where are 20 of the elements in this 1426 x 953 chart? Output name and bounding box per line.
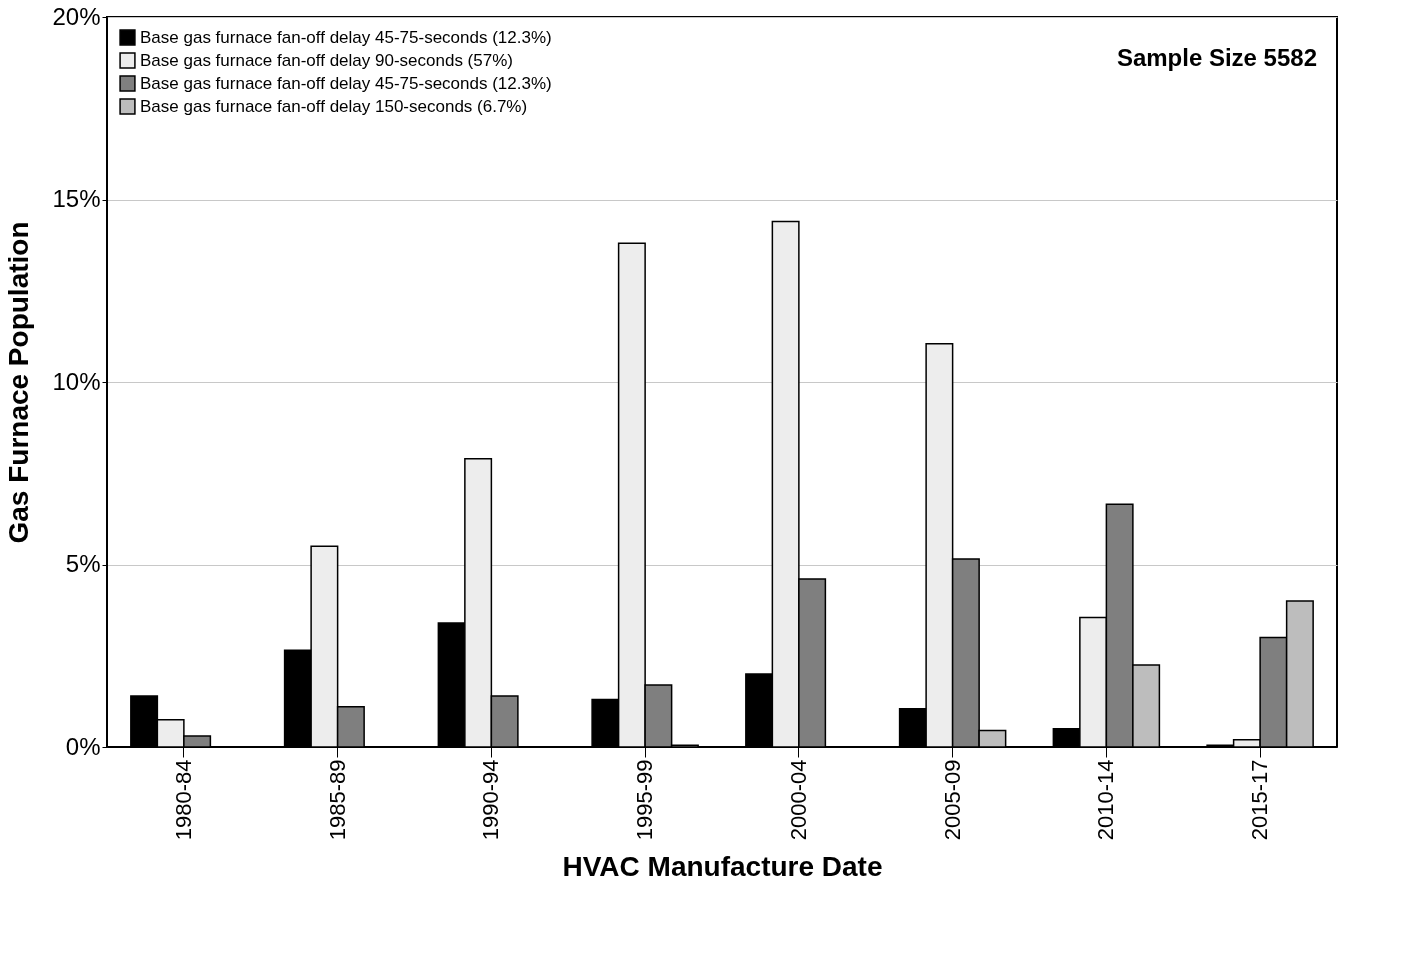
y-tick-label: 10%: [52, 367, 101, 395]
x-tick-label: 1990-94: [478, 759, 504, 841]
x-tick-label: 1985-89: [324, 759, 350, 841]
y-axis-title: Gas Furnace Population: [3, 221, 35, 544]
x-tick-label: 2000-04: [785, 759, 811, 841]
x-tick-label: 2005-09: [939, 759, 965, 841]
y-tick-label: 20%: [52, 2, 101, 30]
y-tick-label: 0%: [65, 732, 101, 760]
y-tick-label: 5%: [65, 550, 101, 577]
legend-label: Base gas furnace fan-off delay 90-seconds (57%): [140, 50, 513, 70]
x-tick-label: 1995-99: [632, 759, 658, 841]
x-tick-label: 1980-84: [170, 759, 196, 841]
annotation: Sample Size 5582: [1116, 44, 1317, 71]
legend-label: Base gas furnace fan-off delay 45-75-seconds (12.3%): [140, 73, 552, 93]
y-tick-label: 15%: [52, 185, 101, 212]
x-tick-label: 2010-14: [1093, 759, 1119, 841]
legend-label: Base gas furnace fan-off delay 150-seconds (6.7%): [140, 96, 528, 116]
x-axis-title: HVAC Manufacture Date: [562, 851, 883, 883]
legend-label: Base gas furnace fan-off delay 45-75-seconds (12.3%): [140, 27, 552, 47]
x-tick-label: 2015-17: [1247, 759, 1273, 841]
